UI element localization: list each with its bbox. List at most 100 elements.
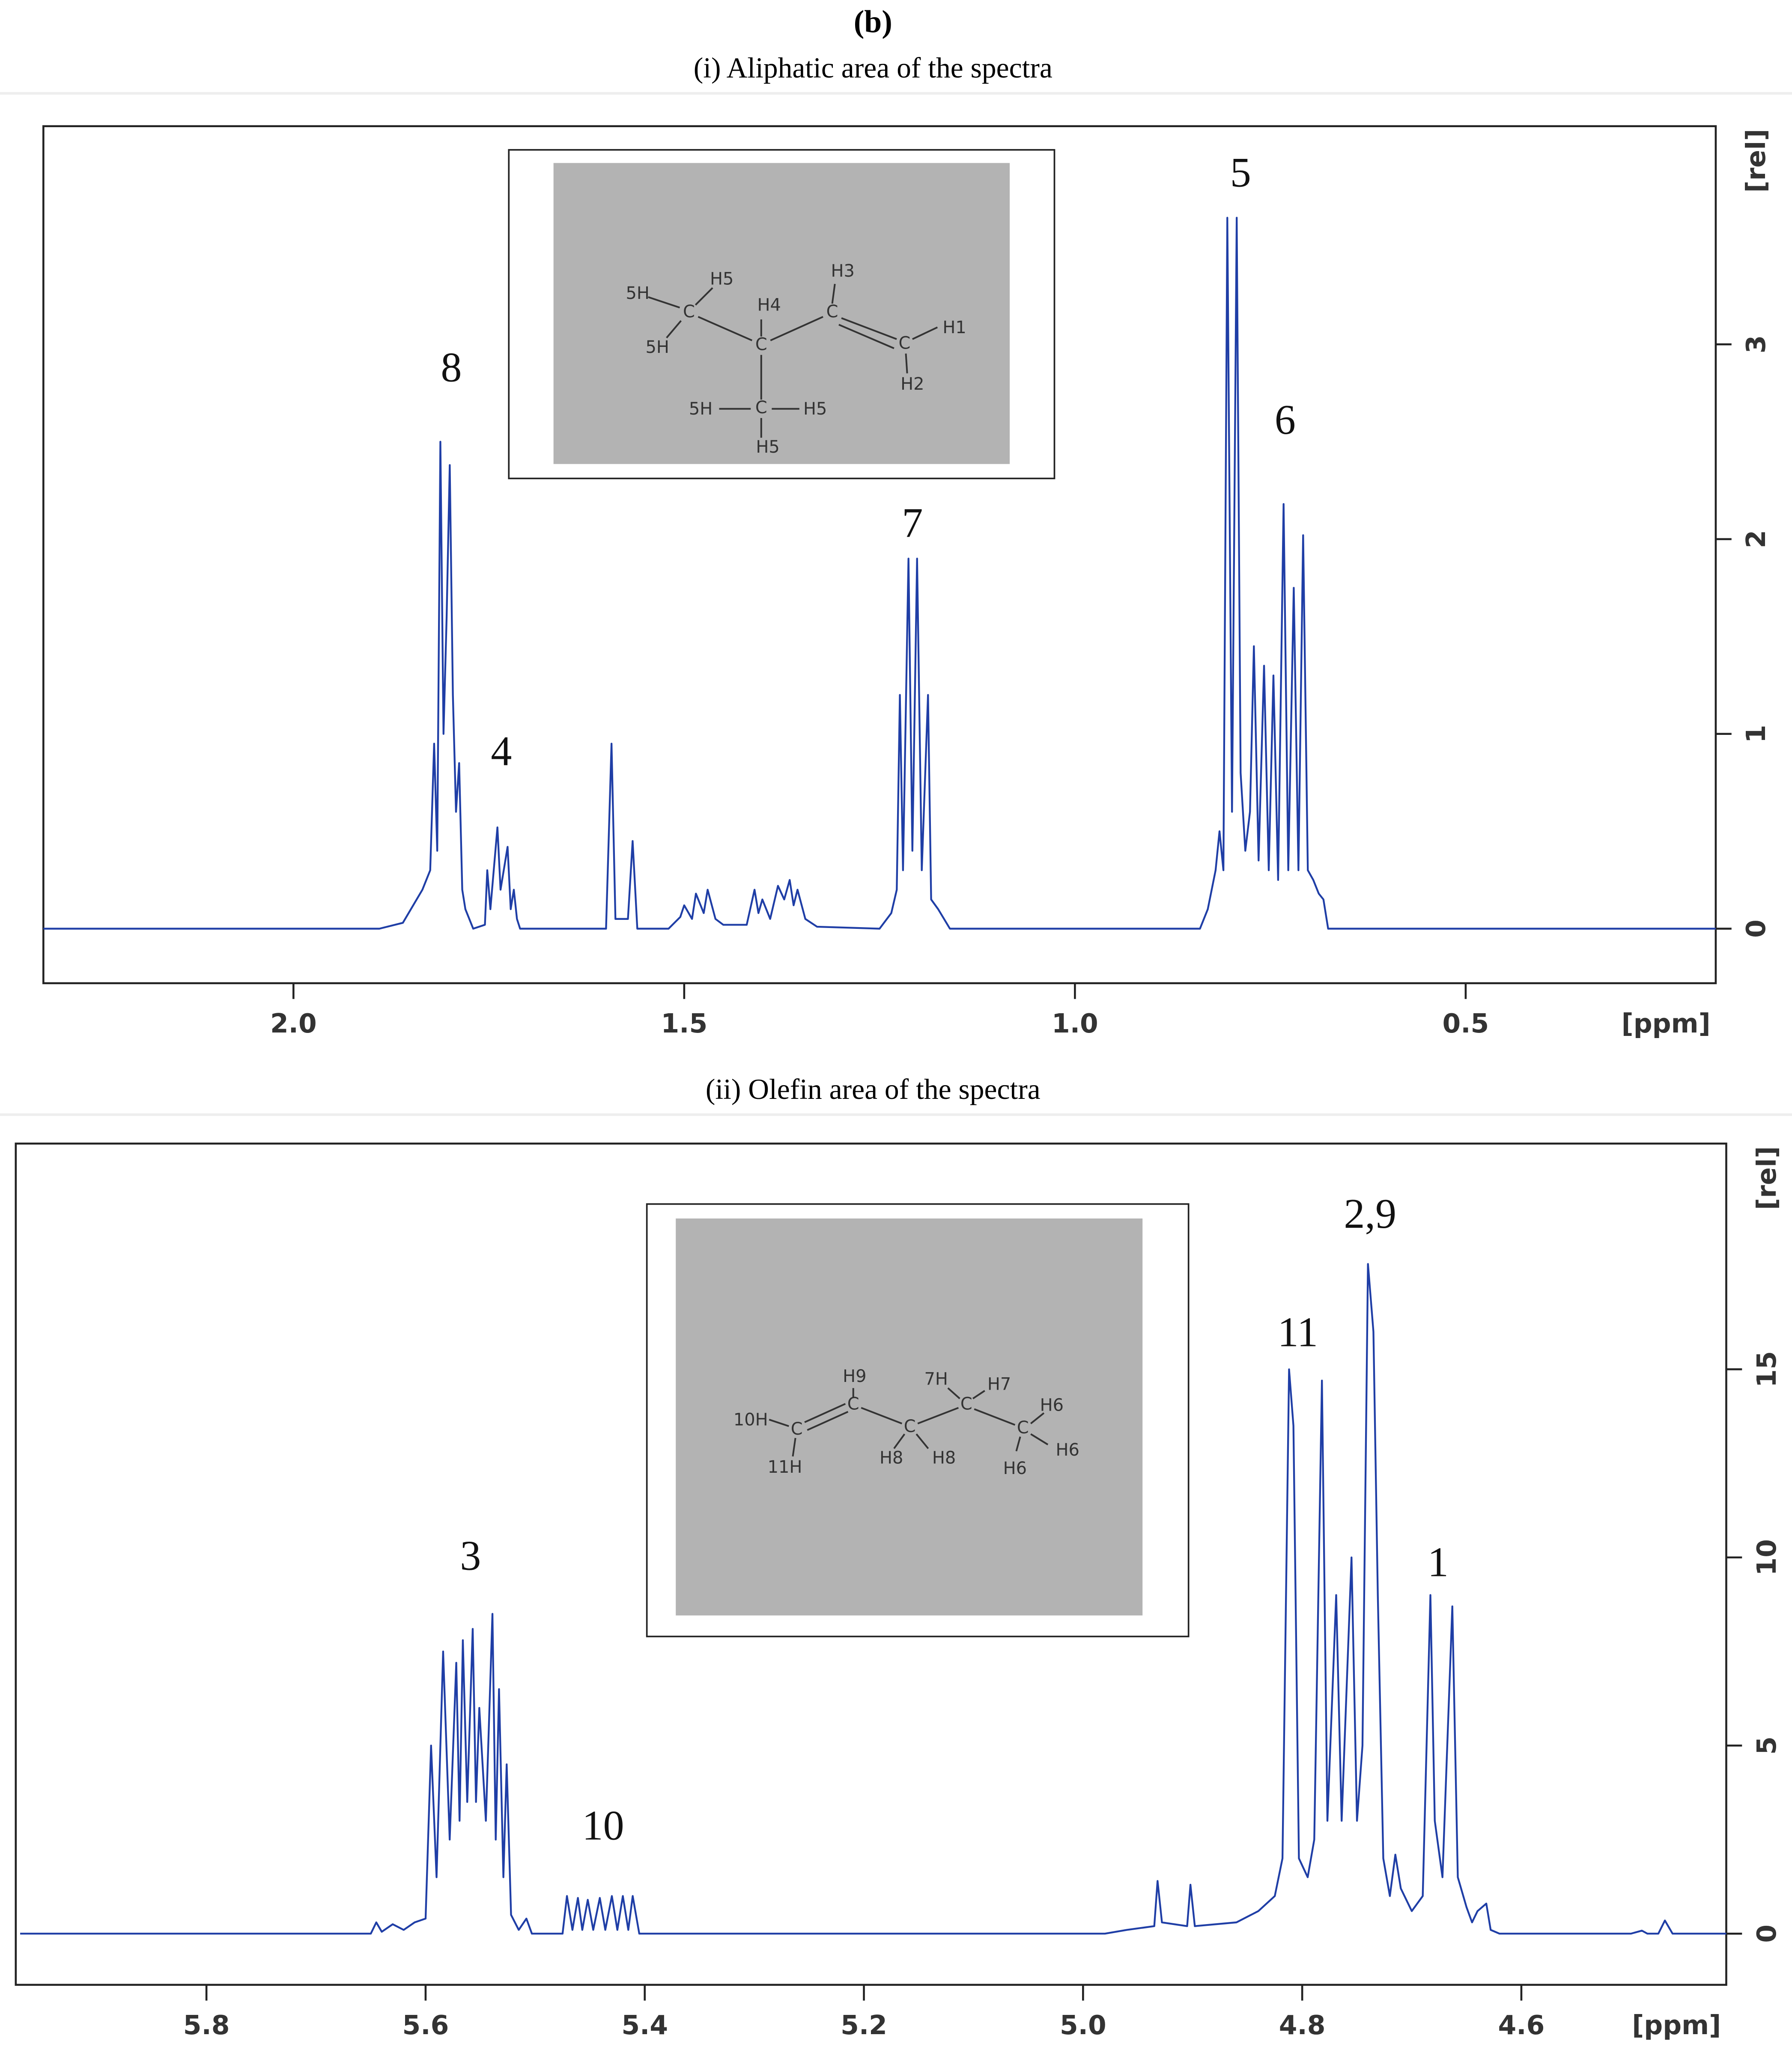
bond (838, 324, 895, 349)
bond (1015, 1436, 1021, 1452)
atom-label: C (755, 398, 767, 418)
bond (841, 317, 897, 340)
x-tick-label: 5.2 (841, 2010, 887, 2041)
chart-title: (ii) Olefin area of the spectra (706, 1073, 1041, 1105)
atom-label: 7H (924, 1369, 948, 1389)
atom-label: H1 (942, 318, 966, 337)
atom-label: C (791, 1419, 803, 1439)
peak-label: 7 (902, 500, 923, 546)
atom-label: 5H (646, 337, 669, 357)
y-tick-label: 0 (1741, 919, 1771, 938)
atom-label: C (683, 302, 695, 322)
atom-label: H7 (987, 1375, 1011, 1394)
bond (974, 1408, 1016, 1426)
atom-label: H8 (880, 1448, 903, 1468)
bond (893, 1433, 906, 1449)
y-tick-label: 5 (1752, 1737, 1782, 1755)
peak-label: 4 (491, 728, 512, 774)
atom-label: C (1017, 1418, 1029, 1438)
bond (917, 1407, 959, 1425)
x-tick-label: 5.0 (1060, 2010, 1106, 2041)
atom-label: C (904, 1417, 916, 1436)
atom-label: H6 (1056, 1440, 1079, 1460)
y-tick-label: 15 (1752, 1351, 1782, 1388)
atom-label: C (826, 302, 838, 322)
bond (861, 1407, 903, 1425)
bond (905, 353, 908, 373)
peak-label: 5 (1230, 149, 1251, 196)
x-axis-label: [ppm] (1632, 2010, 1721, 2041)
atom-label: 11H (768, 1457, 802, 1477)
bond (666, 320, 682, 339)
spectrum-panel: (i) Aliphatic area of the spectra 2.0 1.5 1… (42, 52, 1771, 1039)
atom-label: C (960, 1394, 972, 1414)
bond (792, 1438, 796, 1457)
x-tick-label: 5.6 (403, 2010, 449, 2041)
bond (912, 326, 938, 340)
structure-inset: 5H H5 C 5H H4 C H3 C H1 C H2 5H C H5 H5 (508, 149, 1056, 480)
atom-label: H8 (932, 1448, 956, 1468)
atom-label: C (899, 334, 911, 353)
bond (915, 1433, 929, 1449)
atom-label: 10H (733, 1410, 768, 1430)
bond (648, 296, 680, 309)
x-tick-label: 4.8 (1279, 2010, 1326, 2041)
bond (1030, 1412, 1045, 1424)
atom-label: H9 (843, 1367, 866, 1386)
y-tick-label: 10 (1752, 1539, 1782, 1576)
panel-header: (b) (854, 4, 892, 39)
bond (1030, 1433, 1049, 1445)
x-tick-label: 5.8 (183, 2010, 230, 2041)
chart-title: (i) Aliphatic area of the spectra (694, 52, 1053, 84)
bond (972, 1390, 985, 1400)
atom-label: H5 (756, 437, 779, 457)
atom-label: H2 (900, 374, 924, 394)
spectrum-line (43, 217, 1716, 930)
y-tick-label: 2 (1741, 530, 1771, 549)
y-axis-label: [rel] (1752, 1146, 1782, 1210)
atom-label: H4 (757, 295, 781, 315)
peak-label: 10 (582, 1802, 624, 1849)
atom-label: 5H (689, 399, 713, 419)
atom-label: H3 (831, 261, 854, 281)
bond (770, 316, 823, 341)
bond (695, 287, 713, 306)
atom-label: C (755, 335, 767, 355)
y-axis-label: [rel] (1741, 129, 1771, 193)
atom-label: H6 (1003, 1459, 1027, 1478)
bond (698, 316, 753, 341)
spectrum-panel: (ii) Olefin area of the spectra 5.8 5.6 5.4… (15, 1073, 1782, 2041)
inset-background (553, 163, 1010, 464)
bond (807, 1411, 849, 1431)
x-tick-label: 2.0 (270, 1009, 317, 1039)
peak-label: 11 (1278, 1309, 1318, 1356)
peak-label: 1 (1428, 1539, 1449, 1585)
atom-label: 5H (626, 283, 649, 303)
y-tick-label: 1 (1741, 725, 1771, 743)
plot-frame (42, 125, 1717, 985)
bond (769, 1419, 789, 1427)
atom-label: H5 (803, 399, 827, 419)
peak-label: 8 (441, 344, 462, 391)
atom-label: H5 (710, 269, 733, 289)
bond (947, 1387, 960, 1400)
plot-frame (15, 1143, 1727, 1986)
y-tick-label: 0 (1752, 1925, 1782, 1943)
peak-label: 6 (1275, 397, 1296, 443)
peak-label: 2,9 (1344, 1191, 1396, 1237)
atom-label: C (847, 1394, 859, 1414)
bond (804, 1403, 846, 1423)
peak-label: 3 (460, 1532, 481, 1579)
x-tick-label: 1.5 (661, 1009, 707, 1039)
atom-label: H6 (1040, 1396, 1064, 1415)
x-tick-label: 4.6 (1498, 2010, 1545, 2041)
x-tick-label: 5.4 (621, 2010, 668, 2041)
bond (831, 283, 836, 304)
y-tick-label: 3 (1741, 335, 1771, 354)
x-tick-label: 1.0 (1052, 1009, 1098, 1039)
spectrum-line (20, 1263, 1726, 1935)
x-tick-label: 0.5 (1443, 1009, 1489, 1039)
